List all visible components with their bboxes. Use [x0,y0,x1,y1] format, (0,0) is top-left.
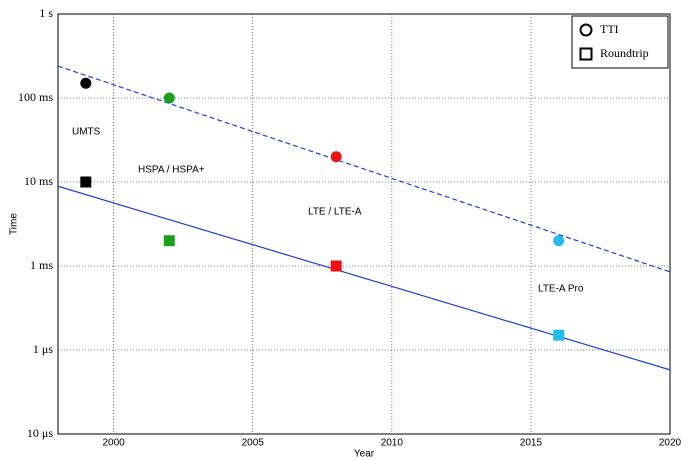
y-tick-label: 1 ms [30,258,53,272]
x-tick-label: 2015 [520,438,543,449]
x-tick-label: 2010 [381,438,404,449]
data-point [163,235,175,247]
x-tick-label: 2000 [103,438,126,449]
annotation: UMTS [72,127,101,138]
data-point [80,77,92,89]
x-axis-label: Year [354,449,375,460]
x-tick-label: 2005 [242,438,265,449]
y-tick-label: 1 μs [33,342,53,356]
y-tick-label: 10 μs [27,426,53,440]
data-point [553,329,565,341]
legend-label: Roundtrip [600,46,649,60]
data-point [553,235,565,247]
data-point [330,151,342,163]
plot-frame [57,13,671,435]
legend-marker [579,23,593,37]
y-tick-label: 1 s [39,6,53,20]
annotation: HSPA / HSPA+ [138,165,205,176]
trend-line [57,185,671,371]
y-tick-label: 10 ms [24,174,53,188]
data-point [330,260,342,272]
trend-line [57,65,671,273]
annotation: LTE-A Pro [538,284,584,295]
y-axis-label: Time [9,213,20,235]
data-point [163,92,175,104]
x-tick-label: 2020 [659,438,682,449]
legend-box [571,15,669,69]
data-point [80,176,92,188]
legend-marker [579,47,593,61]
legend-label: TTI [600,22,619,36]
y-tick-label: 100 ms [18,90,53,104]
annotation: LTE / LTE-A [308,207,362,218]
